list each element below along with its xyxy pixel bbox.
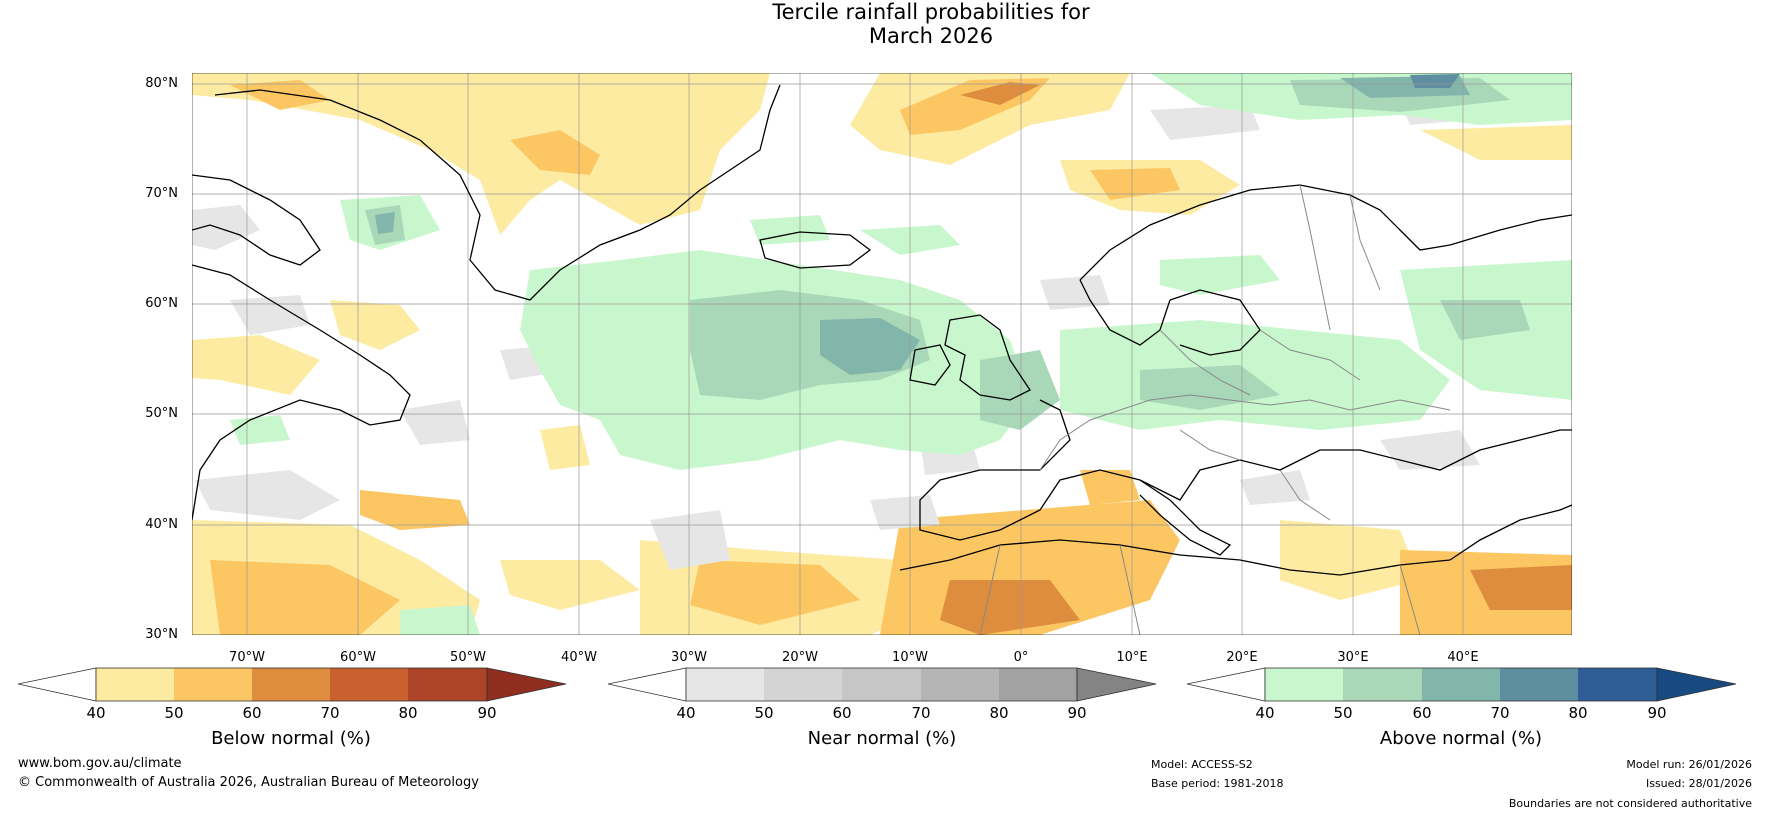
- issued-text: Issued: 28/01/2026: [1645, 777, 1752, 790]
- colorbar-above-seg-3: [1422, 668, 1500, 701]
- europe-coast: [919, 399, 1572, 541]
- lon-label-20e: 20°E: [1226, 650, 1258, 665]
- colorbar-above-low-arrow: [1186, 667, 1266, 702]
- near-normal-title: Near normal (%): [807, 728, 957, 749]
- lat-label-60n: 60°N: [145, 296, 178, 311]
- website-link[interactable]: www.bom.gov.au/climate: [18, 756, 182, 771]
- colorbar-below-high-arrow: [486, 667, 567, 702]
- colorbar-near-seg-4: [921, 668, 999, 701]
- above-tick-60: 60: [1412, 704, 1432, 722]
- coastlines: [192, 84, 1572, 576]
- graticule: [192, 73, 1572, 635]
- colorbar-above-seg-4: [1500, 668, 1578, 701]
- near-tick-70: 70: [911, 704, 931, 722]
- colorbar-near-seg-5: [999, 668, 1077, 701]
- lon-label-60w: 60°W: [340, 650, 376, 665]
- lat-label-50n: 50°N: [145, 406, 178, 421]
- below-tick-80: 80: [398, 704, 418, 722]
- colorbar-below-seg-5: [408, 668, 487, 701]
- colorbar-below-normal: [17, 667, 567, 702]
- north-africa-coast: [899, 539, 1451, 576]
- italy-coast: [1139, 479, 1232, 556]
- lat-label-30n: 30°N: [145, 627, 178, 642]
- colorbar-near-low-arrow: [607, 667, 687, 702]
- greenland-coast: [214, 84, 781, 301]
- copyright-text: © Commonwealth of Australia 2026, Austra…: [18, 775, 479, 790]
- below-tick-70: 70: [320, 704, 340, 722]
- colorbar-near-high-arrow: [1076, 667, 1157, 702]
- colorbar-near-seg-3: [842, 668, 921, 701]
- near-tick-90: 90: [1067, 704, 1087, 722]
- model-text: Model: ACCESS-S2: [1151, 758, 1253, 771]
- lon-label-10e: 10°E: [1116, 650, 1148, 665]
- iceland-coast: [759, 231, 872, 269]
- below-normal-title: Below normal (%): [211, 728, 371, 749]
- colorbar-above-seg-5: [1578, 668, 1657, 701]
- below-tick-50: 50: [164, 704, 184, 722]
- colorbar-below-low-arrow: [17, 667, 97, 702]
- lat-label-70n: 70°N: [145, 186, 178, 201]
- below-tick-60: 60: [242, 704, 262, 722]
- colorbar-below-seg-3: [252, 668, 330, 701]
- lon-label-20w: 20°W: [782, 650, 818, 665]
- colorbar-above-normal: [1186, 667, 1737, 702]
- base-period-text: Base period: 1981-2018: [1151, 777, 1284, 790]
- near-tick-80: 80: [989, 704, 1009, 722]
- colorbar-near-seg-2: [764, 668, 842, 701]
- lat-label-80n: 80°N: [145, 76, 178, 91]
- below-tick-40: 40: [86, 704, 106, 722]
- disclaimer-text: Boundaries are not considered authoritat…: [1508, 797, 1752, 810]
- below-tick-90: 90: [477, 704, 497, 722]
- norway-coast: [1079, 279, 1171, 346]
- colorbar-above-seg-2: [1343, 668, 1422, 701]
- above-normal-regions: [230, 73, 1572, 635]
- near-tick-60: 60: [832, 704, 852, 722]
- above-tick-90: 90: [1647, 704, 1667, 722]
- colorbar-above-high-arrow: [1656, 667, 1737, 702]
- ireland-coast: [909, 344, 951, 386]
- lon-label-40e: 40°E: [1447, 650, 1479, 665]
- colorbar-near-seg-1: [686, 668, 764, 701]
- colorbar-below-seg-4: [330, 668, 408, 701]
- above-tick-40: 40: [1255, 704, 1275, 722]
- country-borders: [979, 184, 1451, 635]
- colorbars: [17, 667, 1737, 702]
- uk-coast: [944, 314, 1031, 401]
- near-tick-40: 40: [676, 704, 696, 722]
- levant-coast: [1449, 504, 1572, 561]
- below-normal-regions: [192, 73, 1572, 635]
- lon-label-0: 0°: [1013, 650, 1029, 665]
- near-tick-50: 50: [754, 704, 774, 722]
- above-tick-80: 80: [1568, 704, 1588, 722]
- lon-label-50w: 50°W: [450, 650, 486, 665]
- map-title: Tercile rainfall probabilities for March…: [0, 0, 1770, 48]
- lat-label-40n: 40°N: [145, 517, 178, 532]
- labrador-coast: [192, 264, 411, 521]
- baffin-coast: [192, 174, 321, 266]
- lon-label-40w: 40°W: [561, 650, 597, 665]
- above-tick-70: 70: [1490, 704, 1510, 722]
- above-normal-title: Above normal (%): [1379, 728, 1543, 749]
- above-tick-50: 50: [1333, 704, 1353, 722]
- colorbar-below-seg-2: [174, 668, 252, 701]
- colorbar-above-seg-1: [1265, 668, 1343, 701]
- title-line-2: March 2026: [868, 24, 994, 48]
- colorbar-below-seg-1: [96, 668, 174, 701]
- title-line-1: Tercile rainfall probabilities for: [772, 0, 1090, 24]
- lon-label-10w: 10°W: [892, 650, 928, 665]
- lon-label-30w: 30°W: [671, 650, 707, 665]
- colorbar-near-normal: [607, 667, 1157, 702]
- lon-label-30e: 30°E: [1337, 650, 1369, 665]
- lon-label-70w: 70°W: [229, 650, 265, 665]
- model-run-text: Model run: 26/01/2026: [1626, 758, 1752, 771]
- scandinavia-coast: [1079, 184, 1572, 281]
